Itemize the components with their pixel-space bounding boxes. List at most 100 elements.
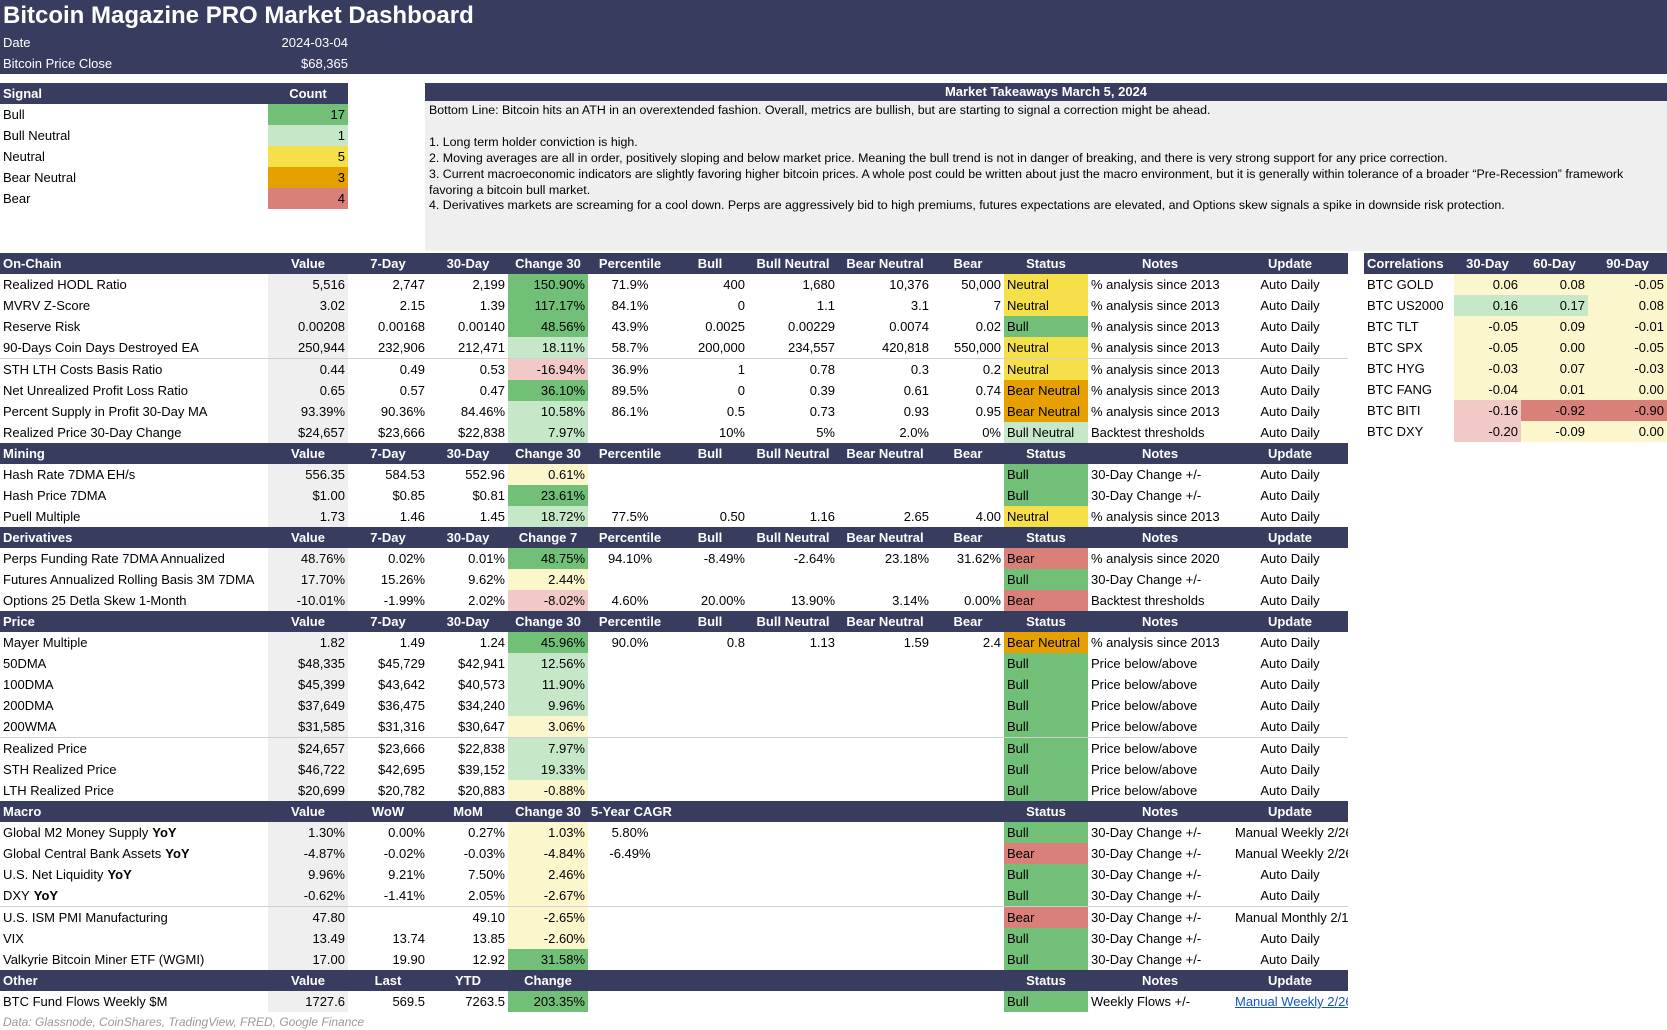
metric-name: U.S. ISM PMI Manufacturing	[3, 910, 168, 925]
col-2: $45,729	[378, 656, 425, 671]
correlation-value: -0.90	[1588, 400, 1667, 421]
col-3: 2.02%	[468, 593, 505, 608]
percentile	[588, 759, 672, 780]
notes: 30-Day Change +/-	[1091, 952, 1202, 967]
col-3: 212,471	[458, 340, 505, 355]
signal-count: 5	[268, 146, 348, 167]
change: 7.97%	[508, 738, 588, 759]
column-header-30-day: 30-Day	[446, 614, 490, 629]
update: Auto Daily	[1260, 888, 1320, 903]
column-header-status: Status	[1026, 614, 1066, 629]
value: 0.00208	[268, 316, 348, 337]
status-badge: Bull	[1004, 928, 1088, 949]
bear-neutral-threshold	[838, 843, 932, 864]
change: 3.06%	[508, 716, 588, 737]
takeaways-title: Market Takeaways March 5, 2024	[425, 83, 1667, 101]
column-header-update: Update	[1267, 804, 1313, 819]
column-header-bear: Bear	[953, 256, 983, 271]
status-badge: Bull	[1004, 674, 1088, 695]
notes: % analysis since 2013	[1091, 404, 1220, 419]
percentile: 89.5%	[611, 383, 649, 398]
notes: 30-Day Change +/-	[1091, 572, 1202, 587]
correlation-pair: BTC DXY	[1367, 424, 1424, 439]
bear-neutral-threshold	[838, 653, 932, 674]
column-header-bull-neutral: Bull Neutral	[756, 614, 830, 629]
col-2: $42,695	[378, 762, 425, 777]
table-row: 50DMA $48,335 $45,729 $42,941 12.56% Bull Pric…	[0, 653, 1348, 674]
metric-name: DXY YoY	[0, 885, 268, 906]
table-row: LTH Realized Price $20,699 $20,782 $20,883-…	[0, 780, 1348, 801]
change: 117.17%	[508, 295, 588, 316]
column-header-change-30: Change 30	[515, 804, 581, 819]
percentile	[588, 653, 672, 674]
change: -4.84%	[508, 843, 588, 864]
bear-neutral-threshold: 23.18%	[884, 551, 929, 566]
column-header-change-30: Change 30	[515, 446, 581, 461]
metric-name: Futures Annualized Rolling Basis 3M 7DMA	[3, 572, 255, 587]
percentile	[588, 949, 672, 970]
percentile	[588, 907, 672, 928]
bull-threshold	[672, 780, 748, 801]
bear-neutral-threshold: 3.1	[910, 298, 929, 313]
percentile	[588, 864, 672, 885]
value: $37,649	[268, 695, 348, 716]
bull-threshold	[672, 822, 748, 843]
update: Auto Daily	[1260, 741, 1320, 756]
notes: Backtest thresholds	[1091, 593, 1205, 608]
bull-neutral-threshold	[748, 928, 838, 949]
correlation-row-btc-hyg: BTC HYG -0.03 0.07 -0.03	[1364, 358, 1667, 379]
column-header-30-day: 30-Day	[446, 256, 490, 271]
column-header-7-day: 7-Day	[370, 256, 406, 271]
correlation-header-30-day: 30-Day	[1466, 256, 1509, 271]
table-row: U.S. Net Liquidity YoY 9.96% 9.21% 7.50% 2.46…	[0, 864, 1348, 885]
table-row: Realized Price $24,657 $23,666 $22,838 7.97%…	[0, 738, 1348, 759]
table-row: 200WMA $31,585 $31,316 $30,647 3.06% Bull Pric…	[0, 716, 1348, 738]
col-3: 13.85	[472, 931, 505, 946]
column-header-bear-neutral: Bear Neutral	[846, 530, 924, 545]
correlation-value: 0.08	[1521, 274, 1588, 295]
column-header-blank	[588, 970, 672, 991]
column-header-macro: Macro	[3, 804, 42, 819]
col-2: $0.85	[392, 488, 425, 503]
value: 1727.6	[268, 991, 348, 1012]
table-row: Reserve Risk 0.00208 0.00168 0.00140 48.56% 4…	[0, 316, 1348, 337]
column-header-wow: WoW	[371, 804, 405, 819]
notes: 30-Day Change +/-	[1091, 931, 1202, 946]
table-row: Percent Supply in Profit 30-Day MA 93.39%…	[0, 401, 1348, 422]
column-header-notes: Notes	[1141, 804, 1179, 819]
change: 10.58%	[508, 401, 588, 422]
bull-threshold	[672, 991, 748, 1012]
bull-threshold	[672, 485, 748, 506]
col-2: 0.02%	[388, 551, 425, 566]
yoy-tag: YoY	[107, 867, 132, 882]
col-2: $23,666	[378, 741, 425, 756]
correlation-pair: BTC TLT	[1367, 319, 1419, 334]
status-badge: Neutral	[1004, 274, 1088, 295]
bear-threshold: 2.4	[982, 635, 1001, 650]
table-row: Hash Rate 7DMA EH/s 556.35 584.53 552.96 0.6…	[0, 464, 1348, 485]
column-header-bull-neutral: Bull Neutral	[756, 446, 830, 461]
bear-threshold	[932, 928, 1004, 949]
col-2: 2.15	[399, 298, 425, 313]
column-header-last: Last	[374, 973, 402, 988]
bull-neutral-threshold: 0.00229	[788, 319, 835, 334]
signal-row-bear: Bear 4	[0, 188, 348, 209]
bear-threshold: 0.74	[975, 383, 1001, 398]
bull-neutral-threshold	[748, 822, 838, 843]
column-header-bear: Bear	[953, 446, 983, 461]
column-header-notes: Notes	[1141, 614, 1179, 629]
update: Auto Daily	[1260, 677, 1320, 692]
update: Auto Daily	[1260, 277, 1320, 292]
metric-name: 200WMA	[3, 719, 57, 734]
metric-label: Global M2 Money Supply	[3, 825, 149, 840]
signal-name: Bear Neutral	[3, 170, 76, 185]
bear-neutral-threshold	[838, 464, 932, 485]
metric-label: U.S. Net Liquidity	[3, 867, 104, 882]
update: Auto Daily	[1260, 425, 1320, 440]
column-header-blank	[748, 970, 838, 991]
update-link[interactable]: Manual Weekly 2/26	[1235, 994, 1348, 1009]
bull-threshold	[672, 928, 748, 949]
bear-threshold: 31.62%	[956, 551, 1001, 566]
bear-neutral-threshold: 2.65	[903, 509, 929, 524]
bull-threshold: 20.00%	[700, 593, 745, 608]
